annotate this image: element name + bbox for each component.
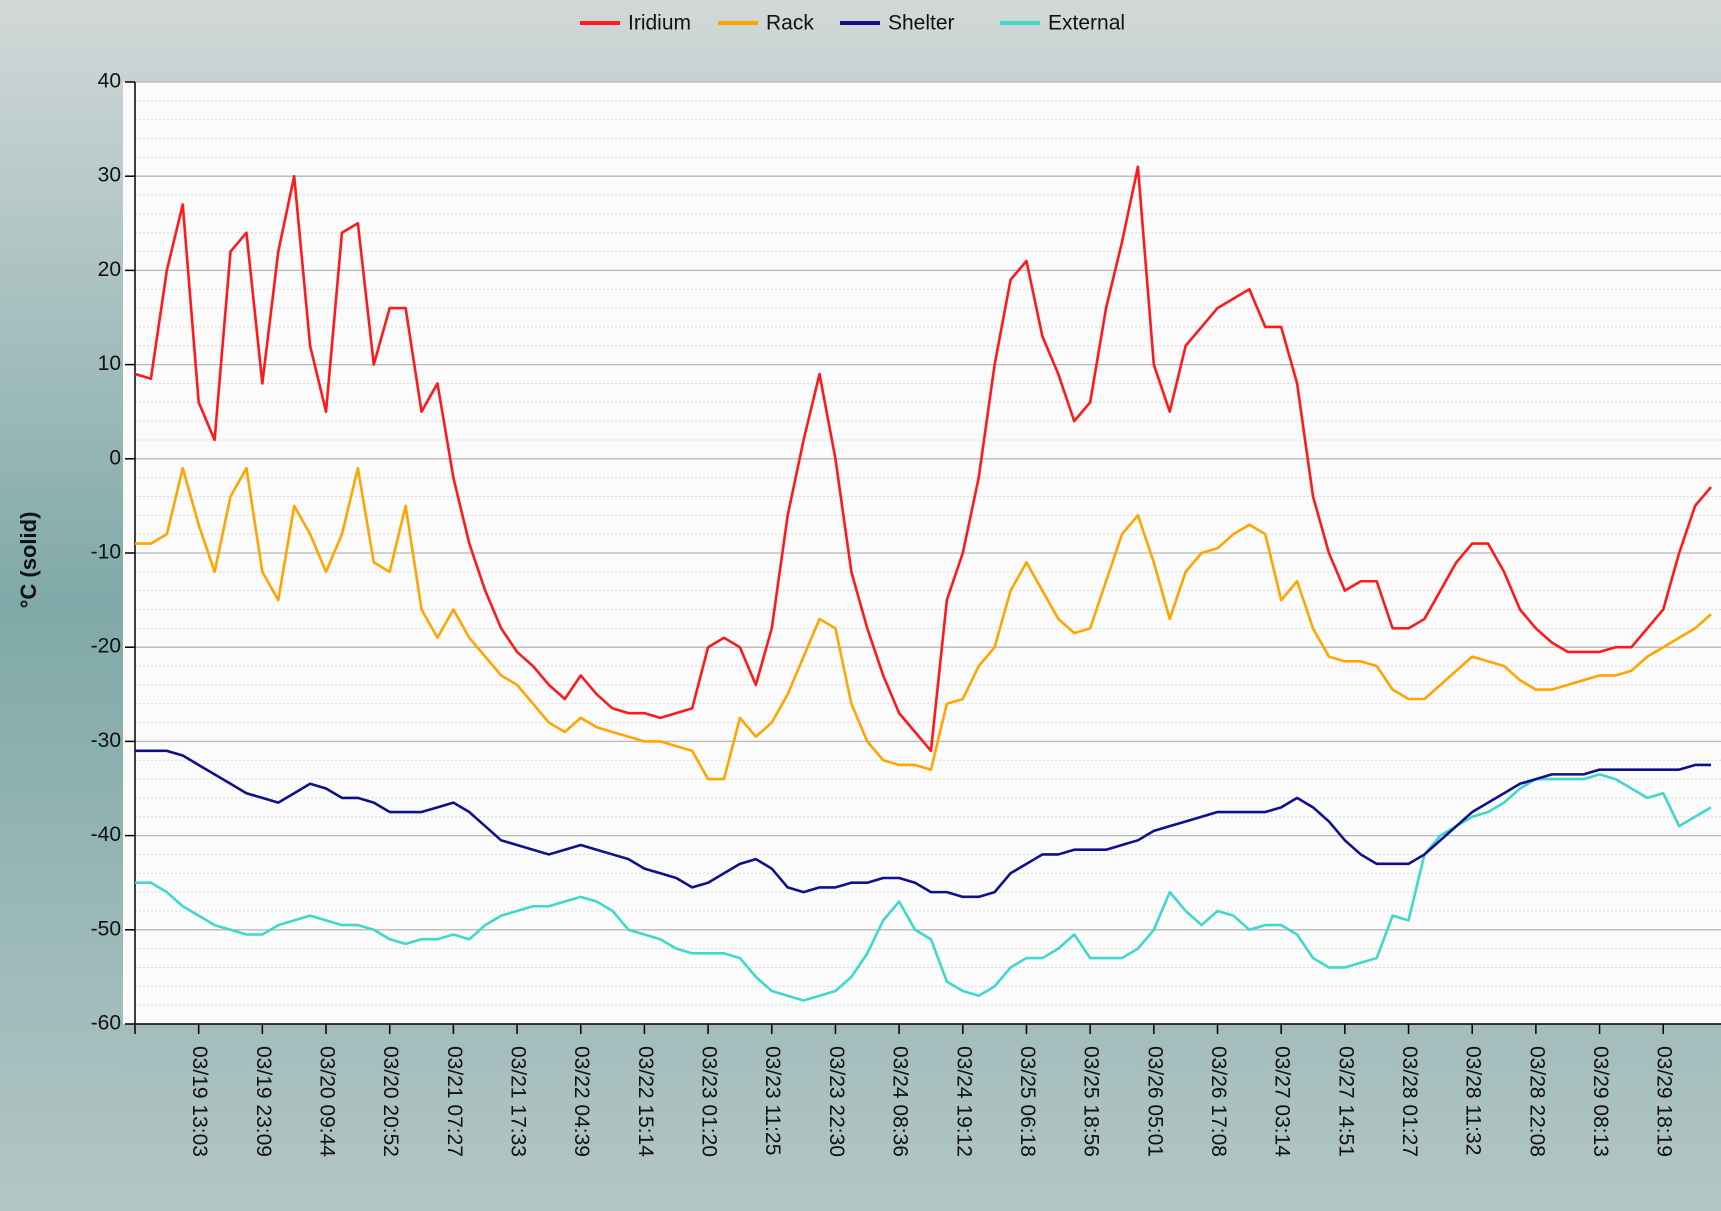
x-tick-label: 03/27 14:51 [1334, 1046, 1357, 1157]
x-tick-label: 03/21 07:27 [443, 1046, 466, 1157]
y-tick-label: -60 [91, 1012, 121, 1035]
x-tick-label: 03/23 11:25 [761, 1046, 784, 1155]
y-tick-label: -50 [91, 917, 121, 940]
legend-label: External [1048, 12, 1125, 35]
y-tick-label: 0 [109, 446, 121, 469]
x-tick-label: 03/19 13:03 [188, 1046, 211, 1157]
y-tick-label: -40 [91, 823, 121, 846]
x-tick-label: 03/29 18:19 [1653, 1046, 1676, 1157]
x-tick-label: 03/28 22:08 [1525, 1046, 1548, 1157]
legend-label: Rack [766, 12, 814, 35]
series-line [135, 466, 1712, 781]
y-tick-label: 40 [98, 70, 121, 93]
x-tick-label: 03/26 17:08 [1207, 1046, 1230, 1157]
x-tick-label: 03/22 04:39 [570, 1046, 593, 1157]
x-tick-label: 03/20 09:44 [315, 1046, 338, 1157]
x-tick-label: 03/21 17:33 [507, 1046, 530, 1157]
x-tick-label: 03/20 20:52 [379, 1046, 402, 1157]
legend-label: Shelter [888, 12, 955, 35]
y-tick-label: 10 [98, 352, 121, 375]
y-tick-label: -30 [91, 729, 121, 752]
x-tick-label: 03/27 03:14 [1271, 1046, 1294, 1157]
y-tick-label: -10 [91, 541, 121, 564]
x-tick-label: 03/25 18:56 [1080, 1046, 1103, 1157]
x-tick-label: 03/28 01:27 [1398, 1046, 1421, 1157]
series-line [134, 165, 1712, 753]
y-tick-label: -20 [91, 635, 121, 658]
x-tick-label: 03/24 08:36 [889, 1046, 912, 1157]
x-tick-label: 03/24 19:12 [952, 1046, 975, 1157]
x-tick-label: 03/23 01:20 [698, 1046, 721, 1157]
legend-label: Iridium [628, 12, 691, 35]
x-tick-label: 03/22 15:14 [634, 1046, 657, 1157]
y-axis-label: °C (solid) [16, 512, 41, 609]
series-line [135, 773, 1712, 1002]
x-tick-label: 03/26 05:01 [1143, 1046, 1166, 1157]
x-tick-label: 03/23 22:30 [825, 1046, 848, 1157]
x-tick-label: 03/28 11:32 [1462, 1046, 1485, 1155]
x-tick-label: 03/19 23:09 [252, 1046, 275, 1157]
y-tick-label: 30 [98, 164, 121, 187]
series-line [135, 749, 1711, 899]
y-tick-label: 20 [98, 258, 121, 281]
x-tick-label: 03/29 08:13 [1589, 1046, 1612, 1157]
x-tick-label: 03/25 06:18 [1016, 1046, 1039, 1157]
